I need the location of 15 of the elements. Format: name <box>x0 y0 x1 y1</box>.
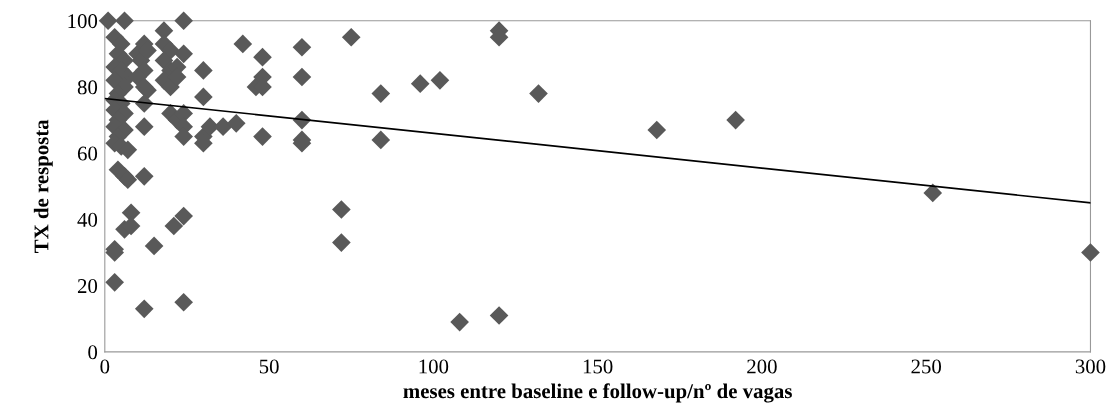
y-tick-label: 20 <box>77 279 98 294</box>
x-tick-label: 250 <box>911 359 942 374</box>
x-tick-label: 300 <box>1075 359 1106 374</box>
x-axis-title: meses entre baseline e follow-up/nº de vagas <box>403 383 792 403</box>
y-tick-label: 40 <box>77 212 98 227</box>
y-tick-label: 100 <box>68 14 98 29</box>
y-tick-label: 60 <box>77 146 98 161</box>
x-tick-label: 50 <box>259 359 279 374</box>
x-tick-label: 0 <box>100 359 110 374</box>
y-axis-title: TX de resposta <box>33 119 53 253</box>
y-tick-label: 0 <box>88 345 98 360</box>
x-tick-label: 100 <box>419 359 449 374</box>
y-tick-label: 80 <box>77 80 98 95</box>
x-tick-label: 150 <box>583 359 613 374</box>
x-tick-label: 200 <box>747 359 777 374</box>
